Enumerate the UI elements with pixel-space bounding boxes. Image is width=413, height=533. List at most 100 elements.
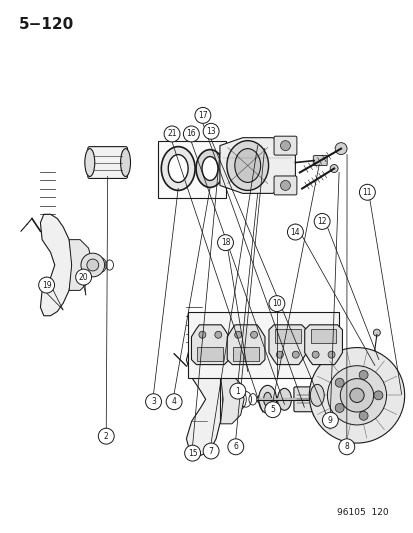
Bar [310,329,336,343]
Circle shape [81,253,104,277]
Ellipse shape [168,155,188,182]
Circle shape [358,184,375,200]
Circle shape [373,391,382,400]
Ellipse shape [85,149,95,176]
Text: 17: 17 [197,111,207,120]
Text: 5: 5 [270,405,275,414]
Ellipse shape [226,141,268,190]
Text: 7: 7 [208,447,213,456]
Text: 13: 13 [206,127,216,136]
Circle shape [227,439,243,455]
FancyBboxPatch shape [313,382,338,416]
Circle shape [373,329,380,336]
FancyBboxPatch shape [273,176,296,195]
Circle shape [268,296,284,312]
Circle shape [349,388,363,402]
Ellipse shape [120,149,130,176]
Text: 1: 1 [235,386,240,395]
Circle shape [214,332,221,338]
Text: 16: 16 [186,130,196,139]
Polygon shape [69,240,93,290]
Ellipse shape [340,394,347,405]
Ellipse shape [196,150,223,188]
Circle shape [198,332,205,338]
Circle shape [358,370,367,379]
FancyBboxPatch shape [313,156,326,166]
Text: 3: 3 [151,397,156,406]
Text: 4: 4 [171,397,176,406]
Ellipse shape [277,389,291,410]
Text: 15: 15 [188,449,197,458]
Polygon shape [219,138,295,193]
Text: 11: 11 [362,188,371,197]
Circle shape [98,428,114,444]
Text: 5−120: 5−120 [19,17,74,33]
FancyBboxPatch shape [293,387,314,411]
Ellipse shape [234,149,260,182]
Circle shape [203,443,218,459]
Text: 20: 20 [78,272,88,281]
Circle shape [164,126,180,142]
Circle shape [184,445,200,461]
Circle shape [87,259,98,271]
FancyBboxPatch shape [88,147,127,179]
Bar [274,329,300,343]
Polygon shape [186,342,220,456]
Polygon shape [220,375,244,424]
Circle shape [280,141,290,151]
Circle shape [217,235,233,251]
Circle shape [292,351,299,358]
Text: 10: 10 [271,299,281,308]
Circle shape [330,165,337,173]
Circle shape [229,383,245,399]
Polygon shape [40,214,71,316]
Circle shape [338,439,354,455]
Text: 9: 9 [327,416,332,425]
Circle shape [313,214,329,229]
Circle shape [311,351,318,358]
Polygon shape [304,325,342,365]
Bar [233,346,259,361]
FancyBboxPatch shape [273,136,296,155]
Circle shape [38,277,55,293]
Text: 96105  120: 96105 120 [336,508,388,516]
Circle shape [335,143,346,155]
Circle shape [335,403,343,413]
Circle shape [358,411,367,420]
Circle shape [327,351,334,358]
Text: 6: 6 [233,442,237,451]
Circle shape [287,224,303,240]
Circle shape [322,413,337,428]
Circle shape [280,181,290,190]
Circle shape [335,378,343,387]
Text: 14: 14 [290,228,299,237]
Circle shape [183,126,199,142]
Circle shape [327,366,386,425]
Circle shape [195,108,210,123]
Text: 12: 12 [317,217,326,226]
Bar [188,312,338,378]
Circle shape [309,348,404,443]
Ellipse shape [258,385,276,413]
Polygon shape [191,325,229,365]
Text: 19: 19 [42,280,51,289]
Circle shape [203,123,218,139]
Polygon shape [268,325,306,365]
Circle shape [166,394,182,410]
Ellipse shape [202,157,217,181]
Text: 18: 18 [220,238,230,247]
Circle shape [364,366,372,374]
Circle shape [145,394,161,410]
Text: 8: 8 [344,442,348,451]
Ellipse shape [161,147,195,190]
Bar [197,346,223,361]
Ellipse shape [336,389,350,410]
Circle shape [276,351,282,358]
Circle shape [264,402,280,418]
Circle shape [234,332,241,338]
Circle shape [76,269,91,285]
Polygon shape [227,325,264,365]
Circle shape [339,378,373,412]
Text: 21: 21 [167,130,176,139]
Ellipse shape [310,384,323,406]
